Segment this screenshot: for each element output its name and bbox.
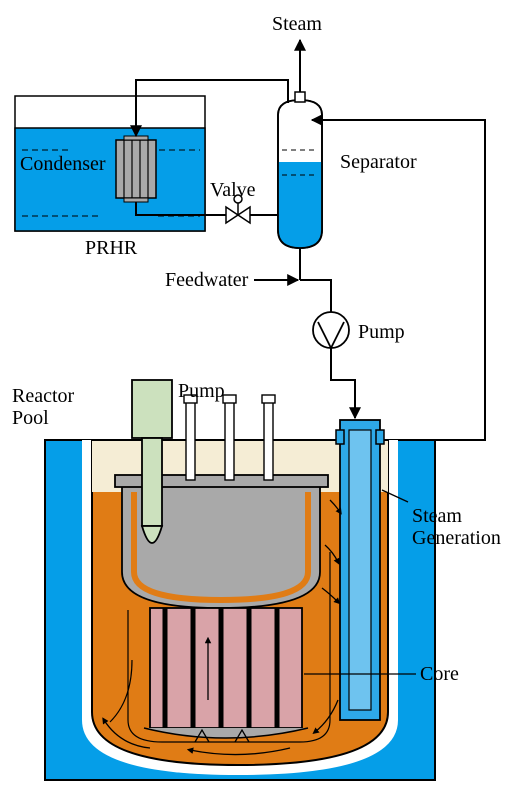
separator-label: Separator	[340, 151, 417, 173]
condenser-icon	[116, 136, 156, 202]
steam-label: Steam	[272, 13, 322, 35]
separator-icon	[278, 92, 322, 248]
reactor-pool-label: Reactor Pool	[12, 385, 79, 429]
feedwater-label: Feedwater	[165, 269, 249, 291]
pump1-label: Pump	[358, 321, 405, 343]
pump-circle-icon	[313, 312, 349, 348]
prhr-label: PRHR	[85, 237, 138, 259]
condenser-label: Condenser	[20, 153, 106, 175]
steam-gen-label: Steam Generation	[412, 505, 501, 549]
steam-generator-icon	[336, 420, 384, 720]
valve-label: Valve	[210, 179, 256, 201]
reactor-vessel	[92, 380, 388, 765]
pump2-label: Pump	[178, 380, 225, 402]
core-label: Core	[420, 663, 459, 685]
